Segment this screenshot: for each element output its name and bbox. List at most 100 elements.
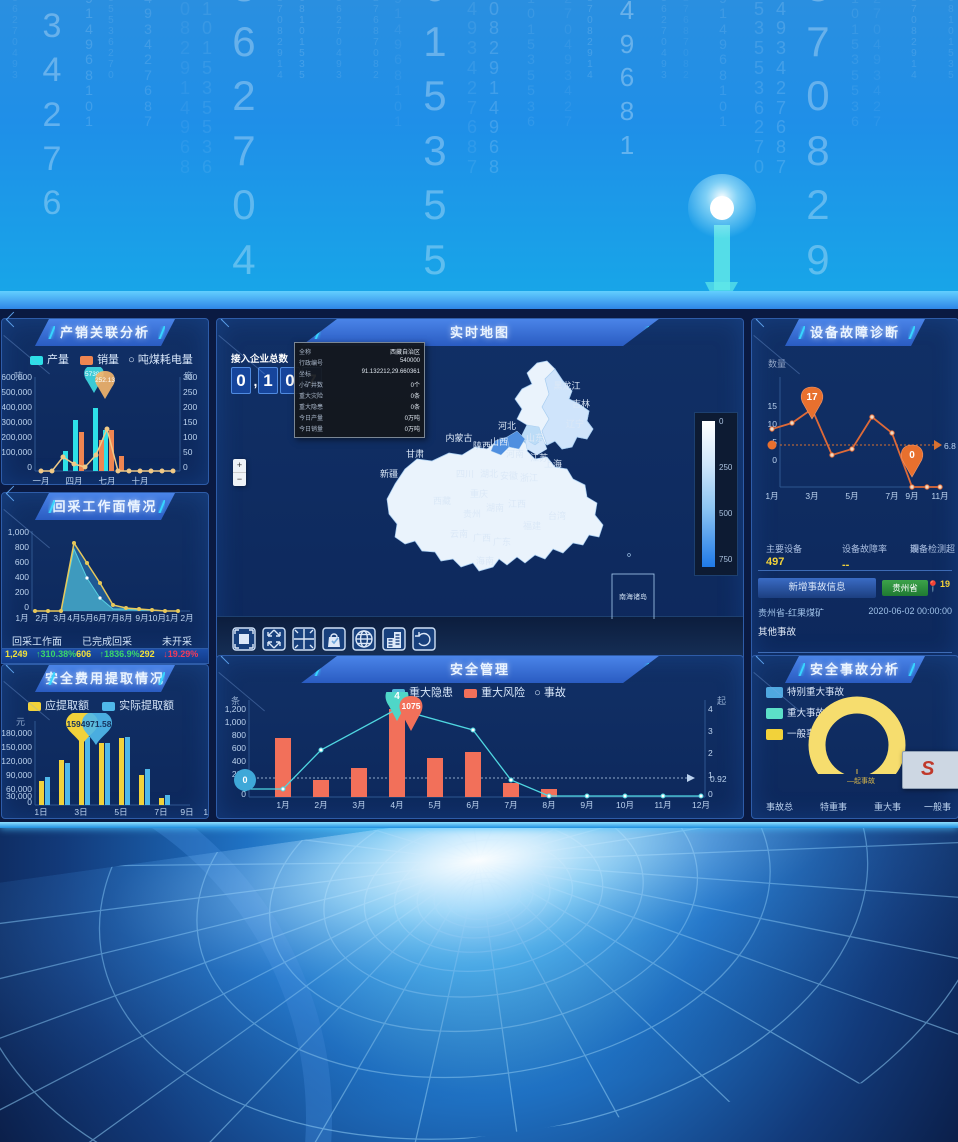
svg-text:0: 0 bbox=[27, 462, 32, 472]
svg-text:200: 200 bbox=[183, 402, 197, 412]
svg-text:6月: 6月 bbox=[466, 800, 479, 810]
svg-text:0: 0 bbox=[183, 462, 188, 472]
svg-text:8月: 8月 bbox=[542, 800, 555, 810]
svg-text:9月: 9月 bbox=[905, 491, 918, 501]
svg-text:四川: 四川 bbox=[456, 469, 474, 479]
svg-text:4: 4 bbox=[708, 704, 713, 714]
svg-text:150,000: 150,000 bbox=[2, 742, 32, 752]
svg-text:0: 0 bbox=[772, 455, 777, 465]
svg-text:9月: 9月 bbox=[580, 800, 593, 810]
svg-text:河北: 河北 bbox=[498, 420, 516, 431]
svg-text:安徽: 安徽 bbox=[500, 470, 518, 481]
svg-text:1月: 1月 bbox=[165, 613, 178, 623]
svg-text:6月: 6月 bbox=[93, 613, 106, 623]
svg-text:8月: 8月 bbox=[119, 613, 132, 623]
svg-text:500,000: 500,000 bbox=[2, 387, 32, 397]
svg-text:浙江: 浙江 bbox=[520, 472, 538, 483]
svg-text:1594971.58: 1594971.58 bbox=[67, 719, 112, 729]
svg-text:100: 100 bbox=[183, 432, 197, 442]
svg-text:5月: 5月 bbox=[428, 800, 441, 810]
svg-text:0: 0 bbox=[24, 602, 29, 612]
svg-text:200: 200 bbox=[15, 587, 29, 597]
svg-text:252.13: 252.13 bbox=[95, 377, 115, 384]
svg-text:11日: 11日 bbox=[203, 807, 208, 816]
svg-text:10月: 10月 bbox=[148, 613, 166, 623]
svg-text:新疆: 新疆 bbox=[380, 468, 398, 479]
svg-text:4月: 4月 bbox=[67, 613, 80, 623]
svg-text:湖南: 湖南 bbox=[486, 502, 504, 513]
svg-text:5月: 5月 bbox=[845, 491, 858, 501]
svg-text:元: 元 bbox=[16, 717, 25, 727]
svg-text:400: 400 bbox=[15, 572, 29, 582]
svg-text:1075: 1075 bbox=[402, 701, 421, 711]
svg-text:200,000: 200,000 bbox=[2, 432, 32, 442]
svg-text:1日: 1日 bbox=[34, 807, 47, 816]
svg-text:11月: 11月 bbox=[931, 491, 948, 501]
svg-text:7月: 7月 bbox=[504, 800, 517, 810]
svg-text:福建: 福建 bbox=[523, 520, 541, 531]
svg-text:3日: 3日 bbox=[74, 807, 87, 816]
svg-text:50: 50 bbox=[183, 447, 193, 457]
svg-text:800: 800 bbox=[15, 542, 29, 552]
svg-text:3月: 3月 bbox=[805, 491, 818, 501]
svg-text:山西: 山西 bbox=[490, 437, 508, 447]
svg-text:7月: 7月 bbox=[885, 491, 898, 501]
svg-text:2月: 2月 bbox=[314, 800, 327, 810]
svg-text:七月: 七月 bbox=[98, 476, 115, 486]
svg-text:7日: 7日 bbox=[154, 807, 167, 816]
svg-text:南海诸岛: 南海诸岛 bbox=[619, 592, 647, 601]
svg-text:一月: 一月 bbox=[32, 476, 49, 486]
svg-text:西藏: 西藏 bbox=[433, 495, 451, 506]
svg-text:3月: 3月 bbox=[352, 800, 365, 810]
svg-text:贵州: 贵州 bbox=[463, 508, 481, 519]
svg-text:1月: 1月 bbox=[765, 491, 778, 501]
svg-text:度: 度 bbox=[184, 370, 193, 381]
svg-text:90,000: 90,000 bbox=[6, 770, 32, 780]
svg-text:吉林: 吉林 bbox=[572, 398, 590, 409]
svg-text:湖北: 湖北 bbox=[480, 469, 498, 479]
svg-text:云南: 云南 bbox=[450, 528, 468, 539]
svg-text:山东: 山东 bbox=[526, 432, 544, 443]
svg-text:0: 0 bbox=[242, 775, 247, 785]
svg-text:重庆: 重庆 bbox=[470, 488, 488, 499]
svg-text:3月: 3月 bbox=[53, 613, 66, 623]
svg-text:4月: 4月 bbox=[390, 800, 403, 810]
svg-text:甘肃: 甘肃 bbox=[406, 448, 424, 459]
svg-text:1月: 1月 bbox=[15, 613, 28, 623]
svg-text:10月: 10月 bbox=[616, 800, 634, 810]
svg-text:400,000: 400,000 bbox=[2, 402, 32, 412]
svg-text:180,000: 180,000 bbox=[2, 728, 32, 738]
svg-text:广东: 广东 bbox=[493, 536, 511, 547]
svg-text:4: 4 bbox=[394, 692, 400, 702]
svg-text:15: 15 bbox=[768, 401, 778, 411]
svg-text:陕西: 陕西 bbox=[473, 440, 491, 451]
svg-text:150: 150 bbox=[183, 417, 197, 427]
svg-text:黑龙江: 黑龙江 bbox=[553, 380, 580, 391]
svg-text:100,000: 100,000 bbox=[2, 447, 32, 457]
svg-text:2月: 2月 bbox=[180, 613, 193, 623]
svg-text:0: 0 bbox=[708, 789, 713, 799]
svg-text:120,000: 120,000 bbox=[2, 756, 32, 766]
svg-text:6.8: 6.8 bbox=[944, 441, 956, 451]
svg-text:2: 2 bbox=[708, 748, 713, 758]
svg-text:250: 250 bbox=[183, 387, 197, 397]
svg-text:0: 0 bbox=[909, 450, 915, 461]
svg-text:海南: 海南 bbox=[476, 555, 494, 566]
svg-text:1月: 1月 bbox=[276, 800, 289, 810]
svg-text:2月: 2月 bbox=[35, 613, 48, 623]
svg-text:内蒙古: 内蒙古 bbox=[445, 432, 472, 443]
svg-text:400: 400 bbox=[232, 756, 246, 766]
svg-text:3: 3 bbox=[708, 726, 713, 736]
svg-text:9日: 9日 bbox=[180, 807, 193, 816]
svg-text:1,000: 1,000 bbox=[225, 717, 247, 727]
svg-text:5月: 5月 bbox=[80, 613, 93, 623]
svg-text:7月: 7月 bbox=[106, 613, 119, 623]
svg-text:0.92: 0.92 bbox=[710, 774, 727, 784]
svg-text:17: 17 bbox=[806, 392, 818, 403]
svg-text:四月: 四月 bbox=[65, 476, 82, 486]
svg-text:12月: 12月 bbox=[692, 800, 710, 810]
svg-text:600: 600 bbox=[15, 557, 29, 567]
svg-text:上海: 上海 bbox=[544, 458, 562, 469]
svg-text:河南: 河南 bbox=[506, 448, 524, 459]
svg-text:300,000: 300,000 bbox=[2, 417, 32, 427]
